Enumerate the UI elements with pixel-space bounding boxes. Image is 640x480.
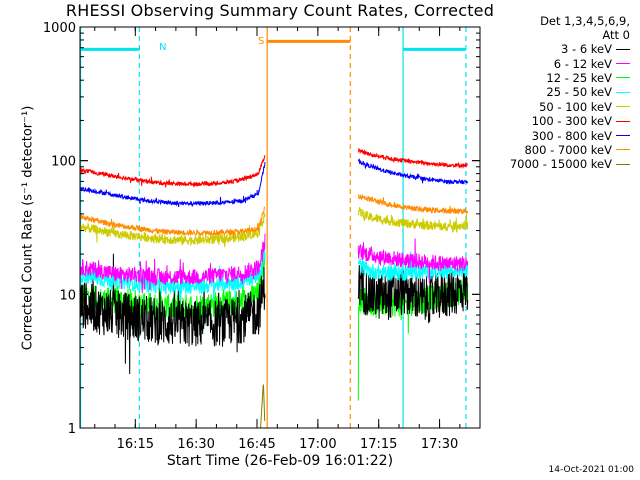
y-tick-label-1000: 1000 [43, 21, 76, 36]
plot-frame [79, 26, 481, 429]
series-3-6-kev-seg2 [357, 264, 469, 324]
series-50-100-kev-seg2 [357, 207, 469, 233]
legend-item-label: 12 - 25 keV [546, 70, 612, 85]
legend-item-label: 6 - 12 keV [553, 56, 612, 71]
legend-item-swatch [616, 63, 630, 65]
y-tick-label-100: 100 [51, 155, 76, 170]
legend-item-swatch [616, 163, 630, 165]
x-tick-label-1700: 17:00 [299, 437, 336, 452]
series-300-800-kev-seg2 [357, 158, 469, 186]
legend-item-label: 3 - 6 keV [561, 42, 612, 57]
legend-detector-line2: Att 0 [602, 28, 630, 42]
legend-item: 100 - 300 keV [482, 114, 632, 128]
legend-item-swatch [616, 149, 630, 151]
legend-item-label: 7000 - 15000 keV [509, 157, 612, 172]
y-axis-label-text: Corrected Count Rate (s⁻¹ detector⁻¹) [20, 105, 36, 351]
series-300-800-kev-seg1 [79, 161, 266, 208]
legend-item: 3 - 6 keV [482, 42, 632, 56]
legend-item-swatch [616, 120, 630, 122]
series-6-12-kev-seg2 [357, 238, 469, 284]
legend-item-swatch [616, 106, 630, 108]
legend-item-swatch [616, 77, 630, 79]
flag-label-s: S [258, 36, 264, 47]
legend-item-label: 300 - 800 keV [531, 128, 612, 143]
legend-item-swatch [616, 91, 630, 93]
legend-item-label: 100 - 300 keV [531, 114, 612, 129]
x-tick-label-1715: 17:15 [360, 437, 397, 452]
flag-label-n: N [159, 42, 166, 53]
legend-item-label: 800 - 7000 keV [524, 142, 612, 157]
legend-item: 12 - 25 keV [482, 71, 632, 85]
series-25-50-kev-seg2 [357, 251, 469, 282]
legend-detector-line1: Det 1,3,4,5,6,9, [540, 14, 630, 28]
series-800-7000-kev-seg1 [79, 206, 266, 238]
legend: Det 1,3,4,5,6,9, Att 0 3 - 6 keV 6 - 12 k… [482, 14, 632, 172]
y-tick-label-1: 1 [68, 422, 76, 437]
legend-item: 6 - 12 keV [482, 56, 632, 71]
series-3-6-kev-seg1 [79, 253, 266, 375]
x-tick-label-1645: 16:45 [238, 437, 275, 452]
footer-date: 14-Oct-2021 01:00 [548, 465, 634, 475]
x-tick-label-1615: 16:15 [117, 437, 154, 452]
legend-item: 25 - 50 keV [482, 85, 632, 99]
legend-item: 7000 - 15000 keV [482, 157, 632, 171]
x-tick-label-1630: 16:30 [177, 437, 214, 452]
series-800-7000-kev-seg2 [357, 194, 469, 216]
legend-item: 300 - 800 keV [482, 128, 632, 143]
legend-item-label: 50 - 100 keV [539, 99, 612, 114]
x-tick-label-1730: 17:30 [421, 437, 458, 452]
chart-title: RHESSI Observing Summary Count Rates, Co… [65, 1, 495, 20]
legend-item: 50 - 100 keV [482, 100, 632, 114]
series-7000-15000-kev-seg1 [260, 384, 266, 429]
legend-item-swatch [616, 48, 630, 50]
legend-rows: 3 - 6 keV 6 - 12 keV 12 - 25 keV 25 - 50 ke… [482, 42, 632, 172]
x-axis-label: Start Time (26-Feb-09 16:01:22) [166, 453, 394, 469]
series-100-300-kev-seg1 [79, 155, 266, 188]
series-100-300-kev-seg2 [357, 147, 468, 169]
legend-item: 800 - 7000 keV [482, 143, 632, 157]
legend-item-swatch [616, 135, 630, 137]
legend-item-label: 25 - 50 keV [546, 85, 612, 100]
y-tick-label-10: 10 [59, 288, 76, 303]
series-6-12-kev-seg1 [79, 233, 266, 294]
